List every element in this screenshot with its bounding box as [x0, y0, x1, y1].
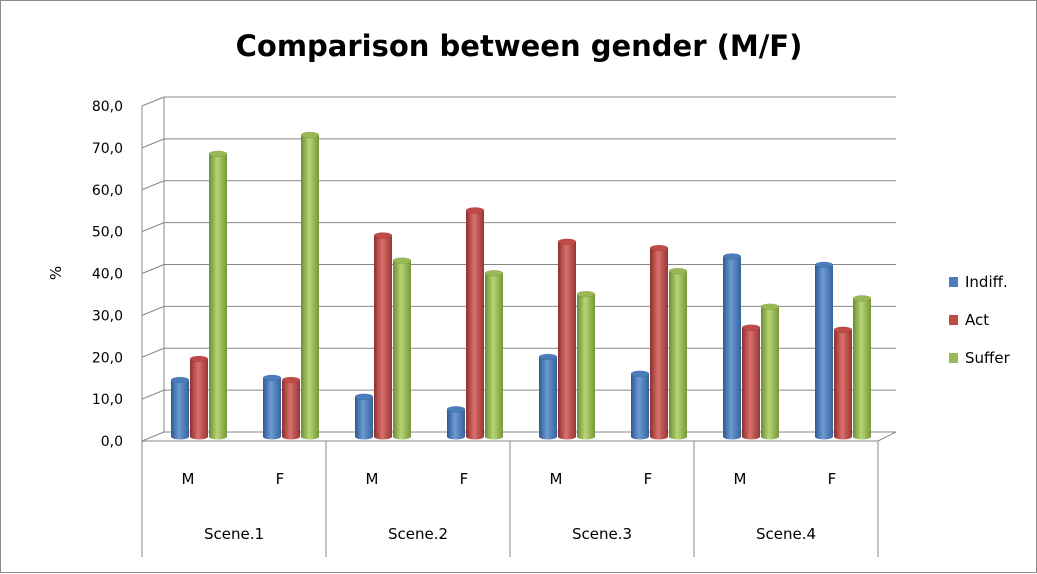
bar-indiff-1 — [262, 374, 282, 440]
category-axis: M F M F M F M F Scene.1 Scene.2 Scene.3 Scene.4 — [141, 441, 879, 557]
gridline-side — [141, 305, 165, 316]
y-tick-label: 60,0 — [92, 183, 123, 199]
bar-indiff-0 — [170, 376, 190, 440]
legend-swatch — [949, 277, 958, 287]
bar-indiff-4 — [538, 353, 558, 440]
chart-title: Comparison between gender (M/F) — [236, 29, 803, 63]
bar-act-0 — [189, 355, 209, 440]
group-label: Scene.1 — [204, 525, 264, 543]
bar-suffer-0 — [208, 150, 228, 440]
legend-label: Act — [965, 311, 989, 329]
y-tick-label: 70,0 — [92, 141, 123, 157]
bar-act-5 — [649, 244, 669, 440]
group-label: Scene.2 — [388, 525, 448, 543]
y-tick-label: 80,0 — [92, 99, 123, 115]
y-tick-label: 10,0 — [92, 392, 123, 408]
y-tick-label: 30,0 — [92, 308, 123, 324]
y-tick-label: 20,0 — [92, 350, 123, 366]
y-tick-label: 50,0 — [92, 225, 123, 241]
legend-label: Suffer — [965, 349, 1011, 367]
sub-category-label: F — [276, 470, 285, 488]
legend-item-act: Act — [949, 311, 989, 329]
bar-suffer-4 — [576, 290, 596, 440]
gridline-side — [141, 389, 165, 400]
gridline-side — [141, 180, 165, 191]
sub-category-label: M — [182, 470, 195, 488]
gridline-side — [141, 138, 165, 149]
bar-suffer-3 — [484, 269, 504, 440]
legend-label: Indiff. — [965, 273, 1008, 291]
gridline-side — [141, 264, 165, 274]
legend-swatch — [949, 315, 958, 325]
bar-act-2 — [373, 232, 393, 440]
bar-indiff-2 — [354, 393, 374, 440]
gridline-side — [141, 222, 165, 233]
bar-act-7 — [833, 326, 853, 440]
group-label: Scene.3 — [572, 525, 632, 543]
sub-category-label: M — [550, 470, 563, 488]
bar-suffer-2 — [392, 257, 412, 440]
bar-suffer-7 — [852, 295, 872, 440]
y-tick-label: 0,0 — [101, 434, 123, 450]
group-label: Scene.4 — [756, 525, 816, 543]
bars-layer — [170, 131, 872, 440]
legend: Indiff. Act Suffer — [949, 273, 1011, 367]
bar-indiff-3 — [446, 406, 466, 440]
bar-act-4 — [557, 238, 577, 440]
legend-item-suffer: Suffer — [949, 349, 1011, 367]
sub-category-label: M — [734, 470, 747, 488]
bar-suffer-1 — [300, 131, 320, 440]
bar-act-6 — [741, 324, 761, 440]
y-tick-label: 40,0 — [92, 267, 123, 283]
legend-item-indiff: Indiff. — [949, 273, 1008, 291]
legend-swatch — [949, 353, 958, 363]
bar-act-3 — [465, 207, 485, 440]
gridline-side — [141, 431, 165, 442]
y-axis-label: % — [47, 266, 65, 280]
y-tick-labels: 0,0 10,0 20,0 30,0 40,0 50,0 60,0 70,0 80,0 — [92, 99, 123, 450]
sub-category-label: F — [460, 470, 469, 488]
sub-category-label: F — [644, 470, 653, 488]
gridline-side — [141, 347, 165, 358]
floor-right-edge — [877, 431, 897, 442]
grid-layer — [141, 96, 897, 442]
gridline-side — [141, 96, 165, 107]
bar-suffer-6 — [760, 303, 780, 440]
bar-indiff-7 — [814, 261, 834, 440]
sub-category-label: F — [828, 470, 837, 488]
sub-category-label: M — [366, 470, 379, 488]
bar-indiff-5 — [630, 370, 650, 440]
bar-act-1 — [281, 376, 301, 440]
bar-indiff-6 — [722, 253, 742, 440]
bar-suffer-5 — [668, 267, 688, 440]
